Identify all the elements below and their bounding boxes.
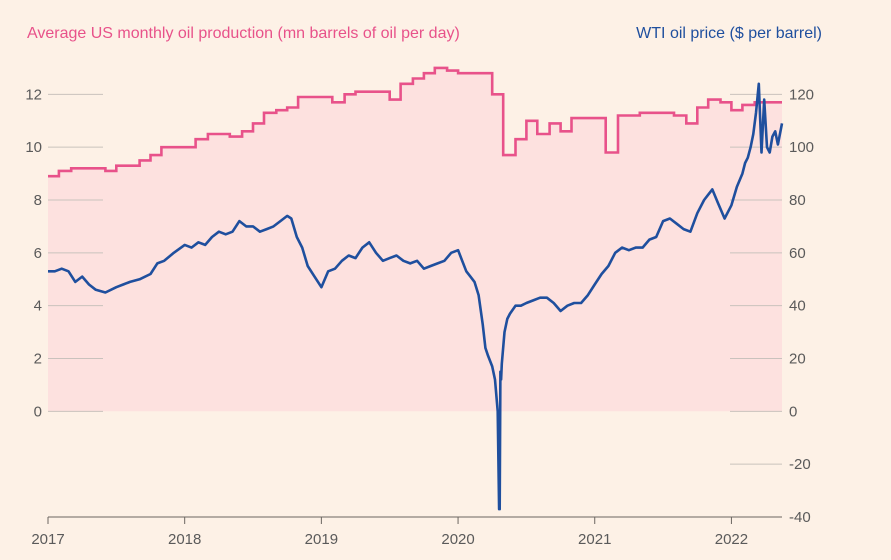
legend-price: WTI oil price ($ per barrel) [636,25,822,42]
right-tick-label: 0 [789,403,797,420]
right-tick-label: 120 [789,86,814,103]
right-tick-label: 60 [789,245,806,262]
x-tick-label: 2018 [168,531,201,548]
x-tick-label: 2021 [578,531,611,548]
right-tick-label: 100 [789,139,814,156]
right-tick-label: 20 [789,351,806,368]
left-tick-label: 8 [34,192,42,209]
right-tick-label: -40 [789,509,811,526]
right-tick-label: 40 [789,298,806,315]
price-line [48,82,784,511]
production-fill-layer [48,67,782,412]
production-area [48,67,782,412]
right-tick-label: 80 [789,192,806,209]
axes: 0 2 4 6 8 10 12 -40 -20 0 20 40 60 80 100 120 2017 2018 20… [25,86,814,548]
right-tick-label: -20 [789,456,811,473]
left-tick-label: 0 [34,403,42,420]
x-tick-label: 2020 [441,531,474,548]
x-tick-label: 2022 [715,531,748,548]
left-tick-label: 6 [34,245,42,262]
legend-production: Average US monthly oil production (mn ba… [27,25,460,42]
production-line [48,66,782,178]
left-tick-label: 10 [25,139,42,156]
series-lines [48,66,784,511]
left-tick-label: 2 [34,351,42,368]
x-tick-label: 2017 [31,531,64,548]
left-tick-label: 4 [34,298,42,315]
x-tick-label: 2019 [305,531,338,548]
left-tick-label: 12 [25,86,42,103]
